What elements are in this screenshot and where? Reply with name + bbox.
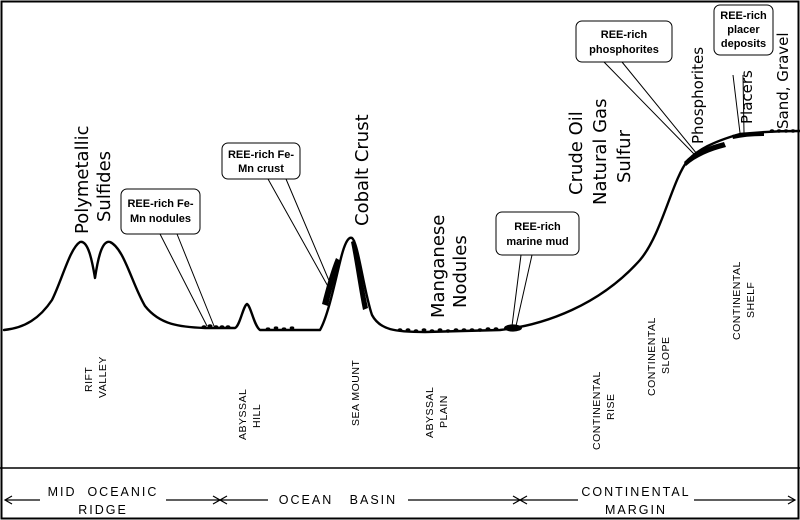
svg-text:REE-rich: REE-rich <box>514 221 561 233</box>
region-ocean-basin: OCEAN BASIN <box>268 490 408 508</box>
svg-text:REE-rich Fe-: REE-rich Fe- <box>228 149 294 161</box>
svg-text:RISE: RISE <box>605 393 617 420</box>
seafloor-profile <box>2 129 800 334</box>
svg-text:Nodules: Nodules <box>450 235 471 308</box>
svg-text:PLAIN: PLAIN <box>438 395 450 428</box>
svg-text:MARGIN: MARGIN <box>605 503 667 517</box>
zone-abyssal-plain: ABYSSAL PLAIN <box>424 387 450 438</box>
svg-text:SLOPE: SLOPE <box>660 336 672 374</box>
label-manganese-nodules: Manganese Nodules <box>428 215 471 318</box>
svg-text:RIFT: RIFT <box>83 367 95 392</box>
zone-sea-mount: SEA MOUNT <box>350 360 362 426</box>
zone-abyssal-hill: ABYSSAL HILL <box>237 389 263 440</box>
svg-text:MID OCEANIC: MID OCEANIC <box>48 485 159 499</box>
callout-fe-mn-crust: REE-rich Fe- Mn crust <box>221 142 301 180</box>
svg-text:Natural Gas: Natural Gas <box>590 99 611 205</box>
label-cobalt-crust: Cobalt Crust <box>352 114 373 226</box>
region-continental-margin: CONTINENTAL MARGIN <box>578 483 694 517</box>
svg-text:ABYSSAL: ABYSSAL <box>424 387 436 438</box>
zone-continental-slope: CONTINENTAL SLOPE <box>646 317 672 396</box>
svg-text:phosphorites: phosphorites <box>589 44 659 56</box>
svg-text:Manganese: Manganese <box>428 215 449 318</box>
callout-fe-mn-nodules: REE-rich Fe- Mn nodules <box>120 188 201 235</box>
callout-placer: REE-rich placer deposits <box>713 4 774 56</box>
zone-continental-shelf: CONTINENTAL SHELF <box>731 261 757 340</box>
svg-text:Cobalt Crust: Cobalt Crust <box>352 114 373 226</box>
svg-text:SHELF: SHELF <box>745 282 757 318</box>
svg-text:Phosphorites: Phosphorites <box>689 47 707 144</box>
zone-continental-rise: CONTINENTAL RISE <box>591 371 617 450</box>
svg-text:Polymetallic: Polymetallic <box>72 126 93 234</box>
region-mid-oceanic-ridge: MID OCEANIC RIDGE <box>40 483 166 517</box>
svg-text:Mn nodules: Mn nodules <box>130 213 191 225</box>
svg-text:OCEAN BASIN: OCEAN BASIN <box>279 493 397 507</box>
svg-text:VALLEY: VALLEY <box>97 356 109 398</box>
svg-text:HILL: HILL <box>251 404 263 428</box>
label-oil-gas-sulfur: Crude Oil Natural Gas Sulfur <box>566 99 635 205</box>
svg-text:CONTINENTAL: CONTINENTAL <box>591 371 603 450</box>
label-phosphorites: Phosphorites <box>689 47 707 144</box>
svg-text:SEA MOUNT: SEA MOUNT <box>350 360 362 426</box>
svg-text:Placers: Placers <box>738 70 756 124</box>
svg-text:Sulfur: Sulfur <box>614 129 635 183</box>
svg-text:placer: placer <box>727 24 760 36</box>
label-polymetallic-sulfides: Polymetallic Sulfides <box>72 126 115 234</box>
deposit-markers <box>201 129 796 333</box>
svg-text:REE-rich: REE-rich <box>601 29 648 41</box>
svg-text:Sulfides: Sulfides <box>94 151 115 222</box>
svg-text:CONTINENTAL: CONTINENTAL <box>646 317 658 396</box>
svg-text:Crude Oil: Crude Oil <box>566 111 587 195</box>
label-placers: Placers <box>738 70 756 124</box>
callout-phosphorites: REE-rich phosphorites <box>575 20 673 63</box>
svg-text:RIDGE: RIDGE <box>78 503 128 517</box>
svg-text:CONTINENTAL: CONTINENTAL <box>731 261 743 340</box>
svg-text:REE-rich Fe-: REE-rich Fe- <box>127 198 193 210</box>
callout-marine-mud: REE-rich marine mud <box>495 211 580 256</box>
svg-text:deposits: deposits <box>721 38 766 50</box>
svg-text:REE-rich: REE-rich <box>720 10 767 22</box>
svg-text:Sand, Gravel: Sand, Gravel <box>774 32 792 129</box>
label-sand-gravel: Sand, Gravel <box>774 32 792 129</box>
svg-text:ABYSSAL: ABYSSAL <box>237 389 249 440</box>
svg-text:CONTINENTAL: CONTINENTAL <box>581 485 690 499</box>
zone-rift-valley: RIFT VALLEY <box>83 356 109 398</box>
svg-text:marine mud: marine mud <box>506 236 568 248</box>
svg-text:Mn crust: Mn crust <box>238 163 284 175</box>
callout-pointers <box>159 61 745 327</box>
